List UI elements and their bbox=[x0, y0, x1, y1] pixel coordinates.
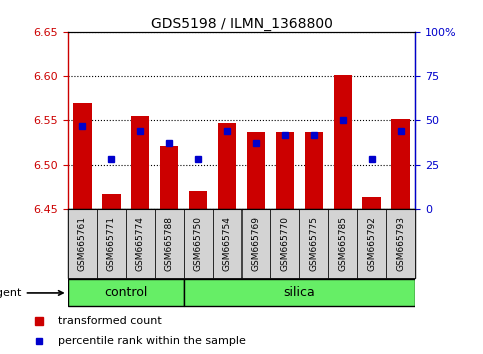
Bar bbox=[386, 209, 415, 278]
Bar bbox=[68, 279, 184, 307]
Bar bbox=[213, 209, 242, 278]
Text: control: control bbox=[104, 286, 147, 299]
Bar bbox=[392, 119, 411, 209]
Text: GSM665775: GSM665775 bbox=[310, 216, 318, 271]
Bar bbox=[276, 132, 295, 209]
Bar bbox=[247, 132, 266, 209]
Text: GSM665774: GSM665774 bbox=[136, 216, 144, 271]
Bar bbox=[184, 279, 415, 307]
Text: GSM665750: GSM665750 bbox=[194, 216, 202, 271]
Text: transformed count: transformed count bbox=[58, 316, 162, 326]
Bar bbox=[155, 209, 184, 278]
Bar bbox=[218, 123, 237, 209]
Bar bbox=[357, 209, 386, 278]
Text: GSM665788: GSM665788 bbox=[165, 216, 173, 271]
Bar bbox=[184, 209, 213, 278]
Bar bbox=[334, 75, 353, 209]
Text: GSM665769: GSM665769 bbox=[252, 216, 260, 271]
Bar bbox=[328, 209, 357, 278]
Text: GSM665785: GSM665785 bbox=[339, 216, 347, 271]
Bar bbox=[242, 209, 270, 278]
Bar bbox=[160, 146, 179, 209]
Text: silica: silica bbox=[284, 286, 315, 299]
Bar bbox=[299, 209, 328, 278]
Text: percentile rank within the sample: percentile rank within the sample bbox=[58, 336, 246, 346]
Title: GDS5198 / ILMN_1368800: GDS5198 / ILMN_1368800 bbox=[151, 17, 332, 31]
Bar bbox=[73, 103, 92, 209]
Text: agent: agent bbox=[0, 288, 63, 298]
Text: GSM665754: GSM665754 bbox=[223, 216, 231, 271]
Bar bbox=[102, 194, 121, 209]
Bar bbox=[189, 191, 208, 209]
Text: GSM665771: GSM665771 bbox=[107, 216, 115, 271]
Bar bbox=[305, 132, 324, 209]
Text: GSM665770: GSM665770 bbox=[281, 216, 289, 271]
Bar bbox=[131, 116, 150, 209]
Text: GSM665761: GSM665761 bbox=[78, 216, 86, 271]
Bar bbox=[126, 209, 155, 278]
Text: GSM665792: GSM665792 bbox=[368, 216, 376, 271]
Bar bbox=[270, 209, 299, 278]
Bar bbox=[97, 209, 126, 278]
Bar bbox=[363, 197, 382, 209]
Bar bbox=[68, 209, 97, 278]
Text: GSM665793: GSM665793 bbox=[397, 216, 405, 271]
